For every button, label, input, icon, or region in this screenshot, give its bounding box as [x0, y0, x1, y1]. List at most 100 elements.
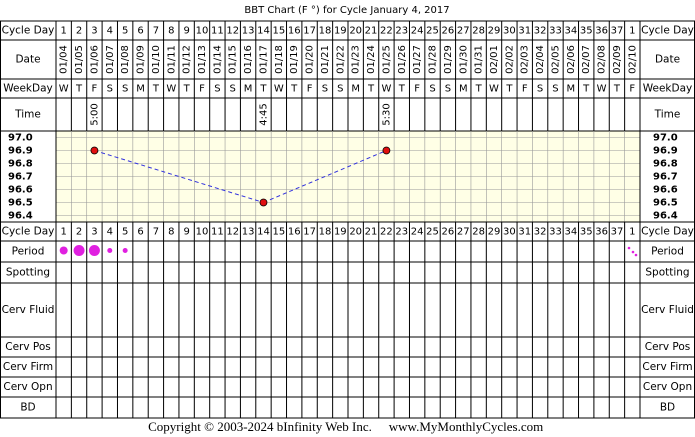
- weekday: W: [597, 84, 607, 95]
- cycle-day: 9: [183, 26, 189, 37]
- cycle-day: 1: [629, 26, 635, 37]
- cycle-day: 1: [629, 227, 635, 238]
- row-label: Cerv Firm: [3, 361, 53, 373]
- row-label: Cycle Day: [2, 25, 55, 37]
- y-tick-label: 97.0: [653, 133, 678, 144]
- y-tick-label: 96.4: [653, 211, 678, 222]
- cycle-day: 8: [168, 26, 174, 37]
- date: 01/04: [59, 45, 70, 74]
- date: 01/06: [89, 45, 100, 74]
- cycle-day: 14: [257, 227, 270, 238]
- cycle-day: 33: [549, 26, 562, 37]
- cycle-day: 31: [518, 227, 531, 238]
- row-label: Cerv Pos: [645, 341, 691, 353]
- row-label: Cerv Opn: [643, 381, 692, 393]
- cycle-day: 32: [534, 227, 547, 238]
- date: 01/10: [151, 45, 162, 74]
- date: 01/21: [320, 45, 331, 74]
- weekday: T: [582, 84, 590, 95]
- cycle-day: 18: [319, 227, 332, 238]
- date: 01/31: [474, 45, 485, 74]
- cycle-day: 22: [380, 227, 393, 238]
- cycle-day: 29: [488, 26, 501, 37]
- cycle-day: 6: [137, 227, 143, 238]
- temp-point: [382, 146, 391, 155]
- temp-point: [90, 146, 99, 155]
- row-label: Time: [654, 109, 681, 121]
- weekday: T: [290, 84, 298, 95]
- cycle-day: 34: [564, 227, 577, 238]
- weekday: T: [367, 84, 375, 95]
- weekday: T: [75, 84, 83, 95]
- predicted-period: [631, 250, 635, 254]
- weekday: S: [337, 84, 343, 95]
- date: 02/03: [520, 45, 531, 74]
- weekday: F: [629, 84, 635, 95]
- date: 01/14: [212, 45, 223, 74]
- temp-line: [263, 150, 387, 203]
- y-tick-label: 96.4: [8, 211, 33, 222]
- period-dot: [107, 248, 113, 253]
- row-label: Cerv Pos: [5, 341, 51, 353]
- cycle-day: 28: [472, 26, 485, 37]
- weekday: W: [166, 84, 176, 95]
- cycle-day: 16: [288, 227, 301, 238]
- weekday: S: [230, 84, 236, 95]
- weekday: M: [244, 84, 253, 95]
- cycle-day: 4: [107, 26, 113, 37]
- weekday: M: [136, 84, 145, 95]
- date: 01/17: [258, 45, 269, 74]
- cycle-day: 12: [226, 227, 239, 238]
- weekday: F: [199, 84, 205, 95]
- date: 02/02: [504, 45, 515, 74]
- date: 01/05: [74, 45, 85, 74]
- y-tick-label: 96.7: [8, 172, 33, 183]
- date: 01/24: [366, 45, 377, 74]
- temp-line: [94, 150, 264, 203]
- cycle-day: 15: [272, 26, 285, 37]
- row-label: BD: [660, 402, 675, 414]
- date: 01/28: [428, 45, 439, 74]
- weekday: W: [381, 84, 391, 95]
- cycle-day: 36: [595, 227, 608, 238]
- weekday: F: [307, 84, 313, 95]
- cycle-day: 1: [60, 227, 66, 238]
- date: 01/27: [412, 45, 423, 74]
- time: 5:30: [381, 103, 392, 125]
- weekday: T: [505, 84, 513, 95]
- date: 01/18: [274, 45, 285, 74]
- cycle-day: 7: [153, 26, 159, 37]
- weekday: S: [445, 84, 451, 95]
- chart-title: BBT Chart (F °) for Cycle January 4, 201…: [244, 5, 449, 16]
- cycle-day: 26: [442, 227, 455, 238]
- weekday: T: [475, 84, 483, 95]
- weekday: F: [522, 84, 528, 95]
- y-tick-label: 96.9: [8, 146, 33, 157]
- cycle-day: 27: [457, 227, 470, 238]
- date: 01/20: [305, 45, 316, 74]
- weekday: S: [322, 84, 328, 95]
- weekday: S: [552, 84, 558, 95]
- cycle-day: 20: [349, 227, 362, 238]
- cycle-day: 3: [91, 26, 97, 37]
- cycle-day: 17: [303, 227, 316, 238]
- y-tick-label: 96.6: [653, 185, 678, 196]
- cycle-day: 20: [349, 26, 362, 37]
- row-label: Cerv Firm: [642, 361, 692, 373]
- cycle-day: 9: [183, 227, 189, 238]
- date: 01/11: [166, 45, 177, 74]
- weekday: S: [429, 84, 435, 95]
- cycle-day: 6: [137, 26, 143, 37]
- row-label: Cycle Day: [641, 25, 694, 37]
- cycle-day: 28: [472, 227, 485, 238]
- date: 02/06: [566, 45, 577, 74]
- row-label: BD: [20, 402, 35, 414]
- period-dot: [88, 245, 100, 256]
- row-label: Period: [651, 246, 684, 258]
- cycle-day: 11: [211, 227, 224, 238]
- cycle-day: 32: [534, 26, 547, 37]
- weekday: W: [489, 84, 499, 95]
- cycle-day: 23: [395, 26, 408, 37]
- cycle-day: 21: [365, 26, 378, 37]
- cycle-day: 25: [426, 26, 439, 37]
